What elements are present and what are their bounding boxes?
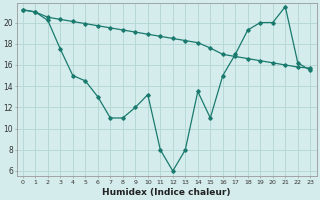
X-axis label: Humidex (Indice chaleur): Humidex (Indice chaleur) <box>102 188 231 197</box>
